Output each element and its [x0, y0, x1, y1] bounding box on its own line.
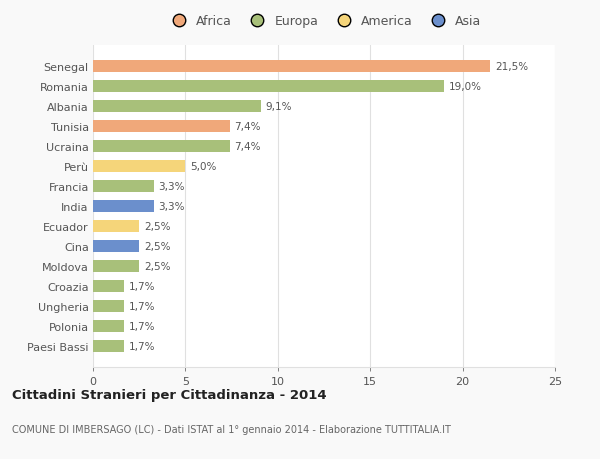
Bar — [93, 180, 154, 192]
Legend: Africa, Europa, America, Asia: Africa, Europa, America, Asia — [161, 10, 487, 33]
Bar — [93, 201, 154, 213]
Bar — [93, 301, 124, 313]
Bar — [93, 320, 124, 333]
Text: 1,7%: 1,7% — [129, 302, 155, 312]
Bar — [93, 161, 185, 173]
Bar — [93, 221, 139, 233]
Bar — [93, 80, 444, 93]
Text: 1,7%: 1,7% — [129, 341, 155, 352]
Text: 1,7%: 1,7% — [129, 281, 155, 291]
Text: 5,0%: 5,0% — [190, 162, 217, 172]
Text: 2,5%: 2,5% — [144, 262, 170, 272]
Bar — [93, 241, 139, 252]
Text: Cittadini Stranieri per Cittadinanza - 2014: Cittadini Stranieri per Cittadinanza - 2… — [12, 388, 326, 401]
Text: 1,7%: 1,7% — [129, 322, 155, 331]
Text: 7,4%: 7,4% — [235, 141, 261, 151]
Bar — [93, 121, 230, 133]
Bar — [93, 101, 261, 112]
Text: 3,3%: 3,3% — [158, 182, 185, 191]
Text: COMUNE DI IMBERSAGO (LC) - Dati ISTAT al 1° gennaio 2014 - Elaborazione TUTTITAL: COMUNE DI IMBERSAGO (LC) - Dati ISTAT al… — [12, 425, 451, 435]
Bar — [93, 261, 139, 273]
Bar — [93, 280, 124, 292]
Text: 2,5%: 2,5% — [144, 241, 170, 252]
Text: 2,5%: 2,5% — [144, 222, 170, 231]
Bar — [93, 341, 124, 353]
Text: 19,0%: 19,0% — [449, 82, 482, 91]
Bar — [93, 140, 230, 152]
Text: 3,3%: 3,3% — [158, 202, 185, 212]
Text: 7,4%: 7,4% — [235, 122, 261, 132]
Text: 21,5%: 21,5% — [495, 62, 528, 72]
Text: 9,1%: 9,1% — [266, 101, 292, 112]
Bar — [93, 61, 490, 73]
